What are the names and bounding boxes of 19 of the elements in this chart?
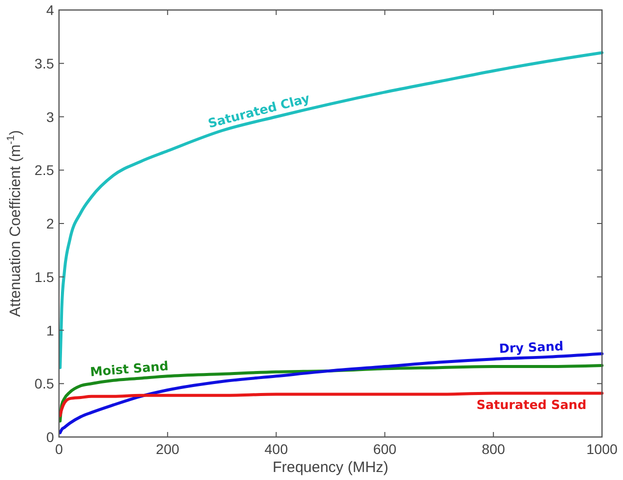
x-tick-label: 600 (373, 441, 397, 457)
y-tick-label: 3 (46, 108, 54, 125)
y-tick-label: 4 (46, 2, 54, 18)
x-tick-label: 800 (482, 441, 506, 457)
x-tick-label: 1000 (586, 441, 618, 457)
y-tick-label: 2.5 (34, 162, 54, 178)
x-tick-label: 400 (264, 441, 288, 457)
y-tick-label: 1 (46, 322, 54, 338)
y-tick-label: 0 (46, 429, 54, 445)
series-label: Moist Sand (90, 358, 169, 380)
y-tick-label: 0.5 (34, 376, 54, 392)
x-tick-label: 200 (156, 441, 180, 457)
y-tick-label: 3.5 (34, 55, 54, 72)
y-tick-label: 2 (46, 216, 54, 232)
series-label: Dry Sand (498, 338, 564, 356)
series-label: Saturated Sand (476, 397, 586, 412)
line-series (58, 392, 604, 418)
y-tick-label: 1.5 (34, 268, 54, 285)
x-axis-title: Frequency (MHz) (272, 459, 388, 476)
